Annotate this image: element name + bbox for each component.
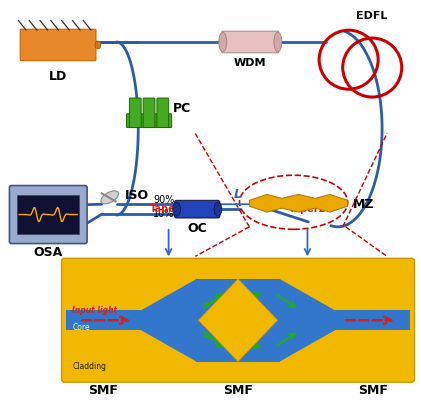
FancyBboxPatch shape [175,200,220,218]
Text: OSA: OSA [33,246,62,258]
Text: Input light: Input light [72,306,117,315]
FancyBboxPatch shape [222,31,279,53]
Polygon shape [335,310,410,330]
Text: PC: PC [173,102,191,115]
FancyBboxPatch shape [61,258,415,382]
FancyBboxPatch shape [157,98,169,128]
FancyBboxPatch shape [126,114,172,128]
Text: MZ: MZ [352,198,374,211]
FancyBboxPatch shape [129,98,141,128]
FancyBboxPatch shape [17,195,79,234]
Text: Core: Core [72,323,90,332]
Text: 90%: 90% [153,195,174,205]
Text: ISO: ISO [125,189,149,202]
Polygon shape [141,279,196,362]
Polygon shape [249,194,348,212]
Text: SMF: SMF [223,384,253,397]
Ellipse shape [101,191,119,204]
FancyBboxPatch shape [20,29,96,61]
Text: OC: OC [187,222,207,235]
Ellipse shape [214,202,222,216]
Text: Taper1: Taper1 [150,204,187,214]
Text: Taper2: Taper2 [289,204,326,214]
Text: SMF: SMF [358,384,388,397]
Text: L: L [234,188,242,201]
Polygon shape [198,279,277,362]
Ellipse shape [274,32,282,52]
Text: WDM: WDM [234,58,266,68]
Ellipse shape [173,202,181,216]
Text: LD: LD [48,70,67,82]
Polygon shape [196,279,280,362]
Polygon shape [280,279,335,362]
Text: SMF: SMF [88,384,117,397]
Polygon shape [67,310,141,330]
Text: EDFL: EDFL [356,10,387,20]
Text: 10%: 10% [153,209,174,219]
FancyBboxPatch shape [9,186,87,244]
FancyBboxPatch shape [143,98,155,128]
Ellipse shape [95,41,101,49]
Ellipse shape [219,32,227,52]
Text: Cladding: Cladding [72,362,107,371]
